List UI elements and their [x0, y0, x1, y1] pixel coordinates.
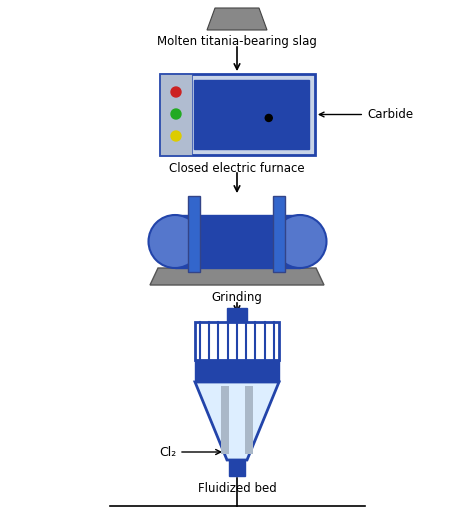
Text: Fluidized bed: Fluidized bed [198, 483, 276, 495]
FancyBboxPatch shape [175, 215, 300, 268]
Polygon shape [195, 382, 279, 460]
Polygon shape [150, 268, 324, 285]
Circle shape [273, 215, 327, 268]
Circle shape [171, 87, 181, 97]
FancyBboxPatch shape [160, 74, 192, 155]
FancyBboxPatch shape [195, 360, 279, 382]
Polygon shape [176, 252, 212, 268]
Polygon shape [261, 252, 297, 268]
FancyBboxPatch shape [195, 322, 279, 360]
Circle shape [171, 131, 181, 141]
Text: Grinding: Grinding [211, 292, 263, 305]
Text: Cl₂: Cl₂ [159, 446, 221, 458]
Polygon shape [221, 386, 229, 454]
Polygon shape [245, 386, 253, 454]
Circle shape [265, 115, 272, 122]
FancyBboxPatch shape [229, 460, 245, 476]
Polygon shape [207, 8, 267, 30]
FancyBboxPatch shape [227, 308, 247, 322]
Circle shape [171, 109, 181, 119]
Text: Carbide: Carbide [319, 108, 413, 121]
FancyBboxPatch shape [194, 80, 309, 149]
Text: Closed electric furnace: Closed electric furnace [169, 162, 305, 174]
FancyBboxPatch shape [273, 196, 285, 272]
Circle shape [148, 215, 201, 268]
FancyBboxPatch shape [160, 74, 315, 155]
FancyBboxPatch shape [188, 196, 200, 272]
Text: Molten titania-bearing slag: Molten titania-bearing slag [157, 34, 317, 48]
